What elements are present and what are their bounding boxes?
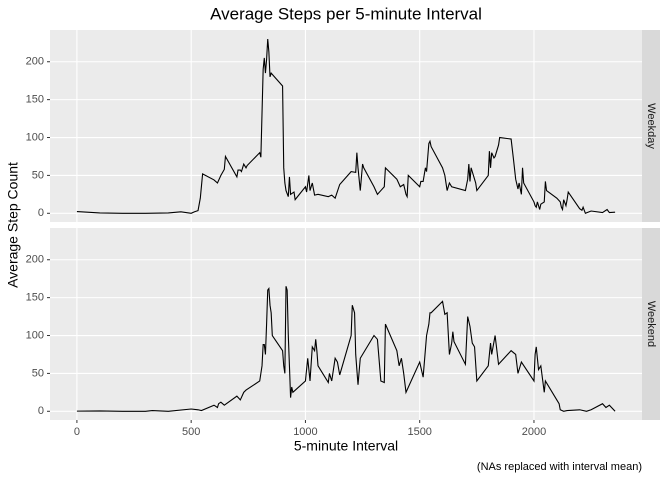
y-tick-label: 0: [38, 207, 44, 219]
y-tick-label: 50: [32, 367, 44, 379]
x-tick-label: 1500: [407, 426, 431, 438]
y-tick-label: 100: [26, 329, 44, 341]
y-tick-label: 200: [26, 254, 44, 266]
y-tick-label: 100: [26, 131, 44, 143]
facet-label: Weekday: [645, 103, 657, 149]
y-tick-label: 50: [32, 169, 44, 181]
data-line: [76, 286, 616, 412]
y-tick-label: 150: [26, 292, 44, 304]
facet-strip: [642, 30, 660, 222]
caption: (NAs replaced with interval mean): [477, 461, 642, 473]
x-tick-label: 2000: [522, 426, 546, 438]
data-line: [76, 38, 616, 215]
y-axis-label: Average Step Count: [5, 162, 21, 288]
y-tick-label: 150: [26, 94, 44, 106]
chart-title: Average Steps per 5-minute Interval: [210, 4, 482, 23]
facet-strip: [642, 228, 660, 420]
x-tick-label: 1000: [293, 426, 317, 438]
y-tick-label: 200: [26, 56, 44, 68]
x-tick-label: 0: [74, 426, 80, 438]
panel-background: [50, 228, 642, 420]
y-tick-label: 0: [38, 405, 44, 417]
x-tick-label: 500: [182, 426, 200, 438]
x-axis-label: 5-minute Interval: [294, 438, 398, 454]
panel-background: [50, 30, 642, 222]
facet-label: Weekend: [645, 301, 657, 347]
